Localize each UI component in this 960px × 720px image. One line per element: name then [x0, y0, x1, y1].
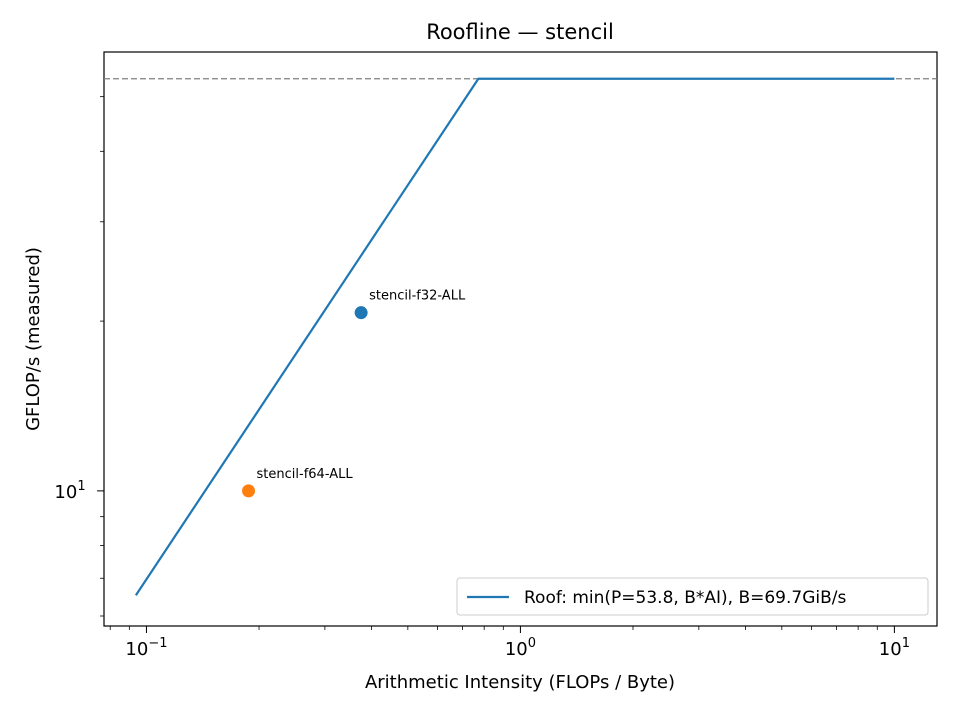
roof-line	[134, 77, 895, 596]
data-point	[354, 306, 368, 320]
x-tick-label: 10−1	[125, 636, 167, 660]
x-tick-label: 101	[879, 636, 910, 660]
chart-title: Roofline — stencil	[426, 20, 614, 44]
data-point	[242, 484, 256, 498]
point-label: stencil-f32-ALL	[369, 289, 466, 304]
y-axis-label: GFLOP/s (measured)	[23, 247, 44, 431]
x-tick-label: 100	[505, 636, 536, 660]
minor-ticks	[100, 96, 878, 630]
legend-box	[456, 577, 929, 616]
legend-roof-label: Roof: min(P=53.8, B*AI), B=69.7GiB/s	[524, 588, 846, 608]
y-tick-label: 101	[54, 479, 85, 503]
data-points: stencil-f32-ALL stencil-f64-ALL	[242, 289, 466, 498]
major-ticks: 10−1 100 101 101	[54, 479, 910, 660]
legend: Roof: min(P=53.8, B*AI), B=69.7GiB/s	[456, 577, 929, 616]
plot-frame	[103, 51, 938, 627]
point-label: stencil-f64-ALL	[257, 467, 354, 482]
x-axis-label: Arithmetic Intensity (FLOPs / Byte)	[365, 672, 675, 693]
